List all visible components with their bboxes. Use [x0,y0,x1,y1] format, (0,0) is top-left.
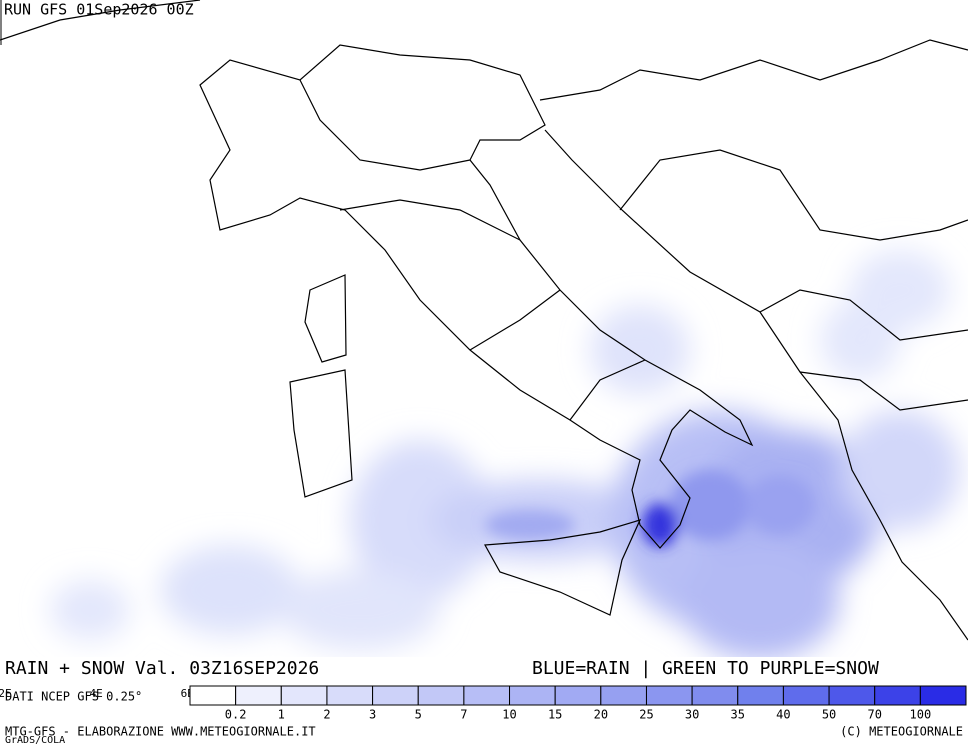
threshold-label: 15 [548,708,562,722]
threshold-label: 2 [323,708,330,722]
threshold-label: 20 [594,708,608,722]
color-box [600,685,647,706]
threshold-label: 0.2 [225,708,247,722]
valid-title: RAIN + SNOW Val. 03Z16SEP2026 [5,658,319,679]
threshold-label: 1 [278,708,285,722]
color-box [417,685,465,706]
color-box [554,685,602,706]
threshold-label: 5 [415,708,422,722]
precip-field [50,250,960,660]
color-box [737,685,784,706]
threshold-label: 35 [731,708,745,722]
color-box [782,685,830,706]
color-box [326,685,374,706]
threshold-label: 30 [685,708,699,722]
color-box [509,685,556,706]
color-box [919,685,967,706]
threshold-label: 3 [369,708,376,722]
longitude-label: 2E [0,687,12,700]
color-box [372,685,419,706]
color-box [280,685,328,706]
threshold-label: 25 [639,708,653,722]
color-bar: 0.2 1 2 3 5 7 10 15 20 25 30 35 40 50 70 100 [189,685,967,722]
copyright: (C) METEOGIORNALE [840,725,963,739]
threshold-label: 70 [867,708,881,722]
run-title: RUN GFS 01Sep2026 00Z [4,1,194,19]
color-box [645,685,693,706]
credit: MTG-GFS - ELABORAZIONE WWW.METEOGIORNALE… [5,725,316,739]
threshold-label: 7 [460,708,467,722]
coastlines [0,0,968,641]
longitude-label: 4E [89,687,102,700]
threshold-label: 40 [776,708,790,722]
threshold-label: 10 [502,708,516,722]
color-box [189,685,237,706]
color-box [691,685,739,706]
precip-core [485,470,815,547]
threshold-label: 50 [822,708,836,722]
software: GrADS/COLA [5,735,65,745]
source: DATI NCEP GFS 0.25° [5,690,142,704]
color-box [463,685,511,706]
color-box [874,685,921,706]
color-box [828,685,876,706]
legend-note: BLUE=RAIN | GREEN TO PURPLE=SNOW [532,658,879,679]
threshold-label: 100 [910,708,932,722]
color-box [235,685,282,706]
